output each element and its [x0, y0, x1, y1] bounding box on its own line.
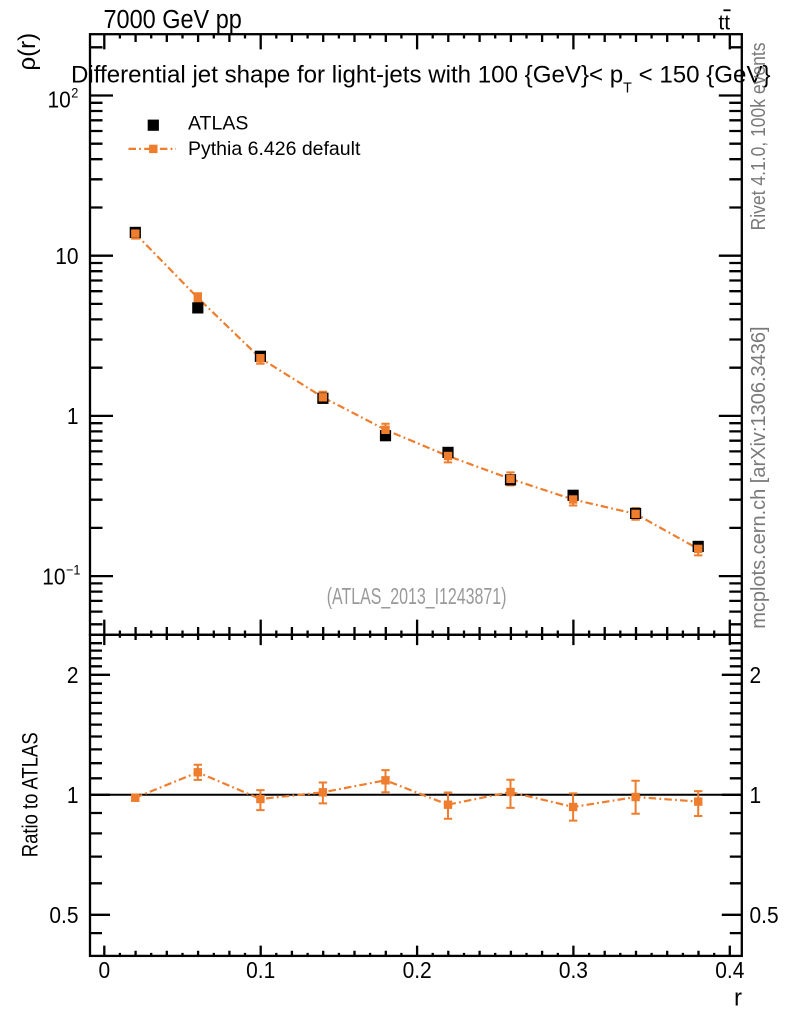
svg-text:Rivet 4.1.0, 100k events: Rivet 4.1.0, 100k events: [747, 42, 769, 230]
svg-text:ATLAS: ATLAS: [188, 113, 248, 135]
svg-text:Ratio to ATLAS: Ratio to ATLAS: [19, 732, 43, 857]
svg-text:1: 1: [67, 403, 79, 429]
svg-text:0.5: 0.5: [49, 902, 78, 928]
svg-text:10: 10: [42, 563, 65, 589]
svg-text:2: 2: [71, 85, 78, 101]
svg-text:mcplots.cern.ch [arXiv:1306.34: mcplots.cern.ch [arXiv:1306.3436]: [748, 326, 770, 628]
svg-text:−1: −1: [66, 562, 81, 578]
svg-text:0.2: 0.2: [403, 957, 432, 983]
svg-text:10: 10: [47, 87, 70, 113]
svg-text:10: 10: [55, 243, 78, 269]
svg-text:2: 2: [750, 662, 762, 688]
svg-text:0.1: 0.1: [246, 957, 275, 983]
svg-text:2: 2: [67, 662, 79, 688]
svg-text:0.3: 0.3: [559, 957, 588, 983]
svg-text:tt: tt: [718, 11, 730, 34]
svg-text:1: 1: [750, 782, 762, 808]
svg-text:r: r: [734, 985, 742, 1012]
svg-text:0: 0: [98, 957, 110, 983]
svg-text:7000 GeV pp: 7000 GeV pp: [104, 6, 242, 34]
svg-text:1: 1: [67, 782, 79, 808]
svg-text:0.5: 0.5: [750, 902, 779, 928]
svg-text:ρ(r): ρ(r): [14, 33, 41, 71]
svg-text:Pythia 6.426 default: Pythia 6.426 default: [188, 138, 361, 160]
svg-text:0.4: 0.4: [715, 957, 744, 983]
svg-text:(ATLAS_2013_I1243871): (ATLAS_2013_I1243871): [327, 584, 507, 610]
